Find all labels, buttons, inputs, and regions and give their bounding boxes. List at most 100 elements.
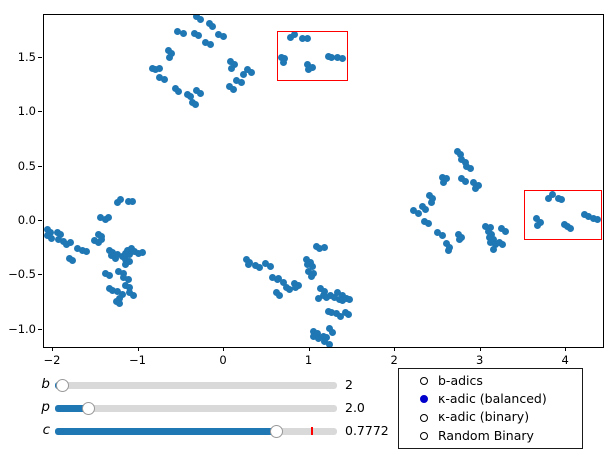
scatter-point [314, 294, 322, 302]
scatter-point [109, 287, 117, 295]
slider-value-c: 0.7772 [345, 423, 389, 438]
slider-label-c: c [42, 422, 50, 438]
scatter-point [491, 241, 499, 249]
scatter-point [124, 197, 132, 205]
scatter-point [286, 286, 294, 294]
scatter-point [456, 151, 464, 158]
scatter-point [126, 251, 134, 259]
scatter-point [325, 340, 333, 347]
y-tick-mark [38, 165, 42, 167]
slider-init-marker-c [311, 427, 314, 435]
slider-handle-c[interactable] [270, 424, 284, 438]
scatter-point [179, 30, 187, 38]
scatter-point [321, 338, 329, 346]
y-tick-label: −1.0 [8, 321, 36, 336]
scatter-point [156, 64, 164, 72]
scatter-point [279, 59, 287, 67]
radio-unselected-icon[interactable] [420, 413, 428, 422]
scatter-point [334, 54, 342, 61]
scatter-point [461, 178, 469, 186]
scatter-point [461, 158, 469, 166]
scatter-point [313, 329, 321, 337]
scatter-point [129, 291, 137, 299]
scatter-point [305, 65, 313, 73]
radio-unselected-icon[interactable] [420, 377, 428, 386]
scatter-point [219, 33, 227, 41]
scatter-point [130, 248, 138, 256]
scatter-point [287, 34, 295, 42]
x-tick-label: 0 [219, 353, 227, 367]
highlight-rectangle [524, 190, 603, 241]
scatter-point [214, 31, 222, 39]
scatter-point [472, 184, 480, 192]
scatter-point [122, 281, 130, 289]
scatter-point [299, 35, 307, 43]
scatter-point [156, 73, 164, 81]
scatter-point [266, 263, 274, 271]
scatter-point [190, 30, 198, 38]
scatter-point [487, 239, 495, 247]
scatter-point [192, 100, 200, 108]
slider-handle-p[interactable] [82, 401, 96, 415]
slider-label-b: b [41, 376, 50, 392]
scatter-point [175, 87, 183, 95]
scatter-point [462, 163, 470, 170]
x-tick-label: −2 [43, 353, 61, 367]
scatter-point [584, 213, 592, 221]
x-tick-mark [394, 347, 396, 351]
y-tick-mark [38, 111, 42, 112]
scatter-point [226, 58, 234, 66]
scatter-point [78, 246, 86, 254]
legend-item-3[interactable]: Random Binary [399, 429, 582, 443]
scatter-point [304, 60, 312, 68]
slider-track-p[interactable] [55, 404, 337, 412]
scatter-point [549, 191, 557, 199]
slider-handle-b[interactable] [55, 378, 69, 392]
scatter-point [317, 285, 325, 293]
scatter-point [74, 244, 82, 252]
scatter-point [329, 328, 337, 336]
scatter-point [209, 23, 217, 31]
legend-item-label: κ-adic (binary) [438, 409, 530, 425]
scatter-point [501, 228, 509, 236]
scatter-point [228, 64, 236, 72]
scatter-point [197, 89, 205, 97]
highlight-rectangle [277, 31, 349, 82]
scatter-point [194, 32, 202, 40]
x-tick-label: 1 [304, 353, 313, 367]
scatter-point [424, 219, 432, 227]
scatter-point [420, 217, 428, 225]
scatter-point [126, 257, 134, 265]
x-tick-label: 4 [561, 353, 569, 367]
legend-item-2[interactable]: κ-adic (binary) [399, 411, 582, 424]
scatter-point [336, 313, 344, 321]
scatter-point [117, 195, 125, 203]
scatter-point [414, 209, 422, 217]
scatter-point [438, 231, 446, 239]
slider-track-b[interactable] [55, 381, 337, 389]
scatter-point [332, 310, 340, 318]
slider-label-p: p [41, 399, 50, 415]
scatter-point [309, 327, 317, 335]
scatter-point [187, 93, 195, 101]
scatter-layer [44, 15, 603, 347]
scatter-point [116, 300, 124, 308]
scatter-point [124, 276, 132, 284]
scatter-point [305, 267, 313, 275]
y-tick-label: 1.0 [17, 104, 36, 118]
scatter-point [247, 69, 255, 77]
scatter-point [314, 335, 322, 343]
x-tick-label: 3 [476, 353, 484, 367]
scatter-point [122, 261, 130, 269]
scatter-point [279, 278, 287, 286]
radio-selected-icon[interactable] [420, 395, 428, 404]
legend-item-0[interactable]: b-adics [399, 374, 582, 388]
scatter-point [44, 231, 51, 239]
scatter-point [115, 267, 123, 275]
x-tick-mark [308, 347, 310, 351]
scatter-point [323, 334, 331, 342]
scatter-point [269, 274, 277, 282]
legend-item-1[interactable]: κ-adic (balanced) [399, 393, 582, 406]
radio-unselected-icon[interactable] [420, 431, 428, 440]
scatter-point [125, 289, 133, 297]
